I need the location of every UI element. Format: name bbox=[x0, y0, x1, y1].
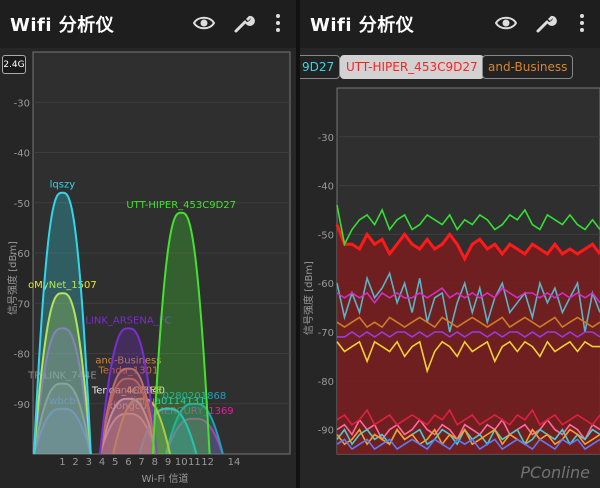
x-tick-label: 5 bbox=[112, 457, 118, 468]
signal-arch bbox=[33, 292, 92, 455]
network-label: 0280201868 bbox=[163, 391, 227, 402]
network-label: MERCURY_1369 bbox=[155, 406, 234, 417]
x-tick-label: 2 bbox=[72, 457, 78, 468]
y-tick-label: -80 bbox=[14, 350, 30, 361]
x-tick-label: 11 bbox=[188, 457, 201, 468]
y-tick-label: -50 bbox=[14, 199, 30, 210]
watermark-logo: PConline bbox=[520, 463, 590, 482]
right-pane: Wifi 分析仪 9D27 UTT-HIPER_453C9D27 and-Bus… bbox=[300, 0, 600, 488]
eye-icon[interactable] bbox=[494, 12, 518, 38]
y-tick-label: -40 bbox=[14, 149, 30, 160]
signal-arch bbox=[151, 211, 211, 455]
network-label: lqszy bbox=[50, 180, 76, 191]
series-line bbox=[336, 438, 600, 451]
series-line bbox=[336, 418, 600, 441]
series-area bbox=[337, 224, 600, 454]
series-line bbox=[335, 224, 600, 263]
series-line bbox=[336, 204, 600, 247]
network-label: Tenda_4C6040 bbox=[91, 386, 165, 397]
y-tick-label: -90 bbox=[14, 400, 30, 411]
left-pane: Wifi 分析仪 -30 -40 -50 -60 -70 -80 -90 1 2 3 4 5 6 7 8 9 1… bbox=[0, 0, 296, 488]
x-tick-label: 12 bbox=[201, 457, 214, 468]
series-line bbox=[336, 428, 600, 446]
y-tick-label: -80 bbox=[318, 377, 334, 388]
app-title: Wifi 分析仪 bbox=[10, 15, 115, 36]
series-line bbox=[336, 316, 600, 329]
signal-arch bbox=[33, 327, 92, 455]
y-tick-label: -70 bbox=[14, 299, 30, 310]
y-tick-label: -60 bbox=[318, 279, 334, 290]
channel-graph: -30-40-50-60-70-80-901 2 3 4 5 6 7 8 9 10 11 12 14Wi… bbox=[6, 51, 291, 485]
y-axis-label: 信号强度 [dBm] bbox=[302, 261, 315, 335]
signal-arch bbox=[99, 367, 158, 455]
signal-arch bbox=[33, 382, 92, 455]
x-axis-label: Wi-Fi 信道 bbox=[141, 472, 188, 485]
series-line bbox=[336, 428, 600, 446]
signal-arch bbox=[33, 191, 92, 455]
signal-arch bbox=[99, 327, 158, 455]
y-axis-label: 信号强度 [dBm] bbox=[6, 241, 19, 315]
network-label: Tenda_1301 bbox=[97, 366, 158, 377]
x-tick-label: 7 bbox=[138, 457, 144, 468]
series-line bbox=[336, 340, 600, 374]
network-label: oMyNet_1507 bbox=[28, 280, 97, 291]
network-label: jiahua0114131 bbox=[129, 396, 205, 407]
y-tick-label: -50 bbox=[318, 230, 334, 241]
network-label: LINK_ARSENA_FC bbox=[85, 315, 171, 326]
x-tick-label: 4 bbox=[99, 457, 105, 468]
network-chip-selected[interactable]: UTT-HIPER_453C9D27 bbox=[340, 55, 484, 79]
app-title: Wifi 分析仪 bbox=[310, 15, 415, 36]
network-label: and-Business bbox=[95, 356, 161, 367]
overflow-menu-icon[interactable] bbox=[274, 12, 282, 38]
x-tick-label: 14 bbox=[228, 457, 241, 468]
time-graph: -30 -40 -50 -60 -70 -80 -90 信号强度 [dBm] bbox=[302, 87, 600, 455]
y-tick-label: -90 bbox=[318, 426, 334, 437]
y-tick-label: -40 bbox=[318, 182, 334, 193]
x-tick-label: 1 bbox=[59, 457, 65, 468]
app-bar: Wifi 分析仪 bbox=[300, 0, 600, 48]
network-label: wbcb bbox=[49, 396, 75, 407]
band-toggle-button[interactable]: 2.4G bbox=[2, 55, 26, 74]
y-tick-label: -30 bbox=[14, 98, 30, 109]
y-tick-label: -70 bbox=[318, 328, 334, 339]
y-tick-label: -60 bbox=[14, 249, 30, 260]
network-label: UTT-HIPER_453C9D27 bbox=[126, 200, 236, 211]
overflow-menu-icon[interactable] bbox=[578, 12, 586, 38]
x-tick-label: 8 bbox=[152, 457, 158, 468]
series-line bbox=[336, 408, 600, 426]
x-tick-label: 10 bbox=[175, 457, 188, 468]
series-line bbox=[337, 331, 600, 338]
eye-icon[interactable] bbox=[192, 12, 216, 38]
signal-arch bbox=[99, 377, 158, 455]
y-tick-label: -30 bbox=[318, 133, 334, 144]
pane-divider bbox=[296, 0, 300, 488]
x-tick-label: 6 bbox=[125, 457, 131, 468]
network-chip[interactable]: 9D27 bbox=[300, 55, 341, 79]
app-bar: Wifi 分析仪 bbox=[0, 0, 296, 48]
series-line bbox=[336, 271, 600, 333]
wrench-icon[interactable] bbox=[233, 12, 255, 38]
wrench-icon[interactable] bbox=[535, 12, 557, 38]
x-tick-label: 9 bbox=[165, 457, 171, 468]
network-label: TP-LINK_744E bbox=[27, 371, 97, 382]
network-chip[interactable]: and-Business bbox=[482, 55, 574, 79]
x-tick-label: 3 bbox=[86, 457, 92, 468]
signal-arch bbox=[99, 397, 158, 455]
signal-arch bbox=[33, 407, 92, 455]
series-line bbox=[336, 287, 600, 305]
